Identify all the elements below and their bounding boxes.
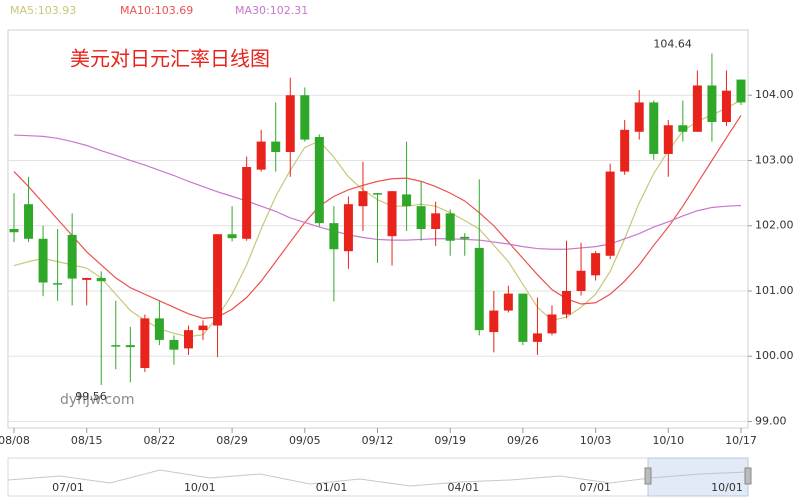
candle-body [416, 206, 426, 229]
candle-body [576, 270, 586, 291]
candle-body [489, 310, 499, 333]
ma-line [13, 115, 742, 319]
candle-body [445, 213, 455, 241]
navigator-label: 04/01 [448, 481, 480, 494]
candle-body [9, 229, 19, 233]
y-tick-label: 103.00 [755, 153, 794, 166]
candle-body [285, 95, 295, 153]
chart-title: 美元对日元汇率日线图 [70, 47, 270, 71]
x-tick-label: 10/17 [725, 434, 757, 447]
candle-body [736, 79, 746, 103]
y-tick-label: 102.00 [755, 219, 794, 232]
candle-body [53, 283, 63, 285]
x-tick-label: 09/26 [507, 434, 539, 447]
candle-body [518, 293, 528, 342]
candle-body [198, 325, 208, 331]
candle-body [503, 293, 513, 311]
candle-body [620, 129, 630, 172]
candle-body [678, 125, 688, 132]
x-tick-label: 09/19 [434, 434, 466, 447]
watermark: dyhjw.com [60, 392, 134, 408]
candle-body [402, 194, 412, 207]
candle-body [154, 318, 164, 340]
candle-body [605, 171, 615, 256]
candle-body [373, 193, 382, 195]
candle-body [227, 234, 237, 239]
candle-body [343, 204, 353, 252]
navigator-frame [7, 457, 749, 497]
x-tick-label: 10/03 [580, 434, 612, 447]
candle-body [169, 339, 179, 350]
navigator-handle[interactable] [644, 467, 652, 485]
candle-body [125, 345, 135, 348]
candle-body [67, 234, 77, 279]
x-tick-label: 10/10 [652, 434, 684, 447]
y-tick-label: 101.00 [755, 284, 794, 297]
candle-body [329, 223, 339, 250]
candle-body [256, 141, 266, 170]
candle-body [547, 314, 557, 334]
candles [9, 53, 746, 385]
candle-body [96, 277, 106, 282]
navigator-label: 01/01 [316, 481, 348, 494]
candle-body [721, 90, 731, 122]
candle-body [314, 137, 324, 224]
candle-body [387, 191, 397, 237]
x-tick-label: 09/05 [289, 434, 321, 447]
candle-body [300, 95, 310, 140]
candle-body [634, 102, 644, 132]
x-tick-label: 08/29 [216, 434, 248, 447]
candle-body [692, 85, 702, 132]
candle-body [591, 253, 601, 276]
x-tick-label: 08/15 [71, 434, 103, 447]
navigator-label: 07/01 [579, 481, 611, 494]
candle-body [213, 234, 223, 326]
candle-body [431, 213, 441, 229]
candle-body [707, 85, 717, 122]
candle-body [663, 125, 673, 154]
candle-body [271, 141, 281, 153]
candle-body [82, 277, 92, 280]
candle-body [532, 333, 542, 342]
navigator-line [7, 469, 749, 487]
legend-entry: MA10:103.69 [120, 4, 193, 17]
y-tick-label: 100.00 [755, 349, 794, 362]
candle-body [24, 204, 34, 239]
x-tick-label: 09/12 [362, 434, 394, 447]
candle-body [474, 247, 484, 331]
navigator [7, 457, 752, 497]
y-tick-label: 104.00 [755, 88, 794, 101]
navigator-handle[interactable] [744, 467, 752, 485]
navigator-label: 10/01 [184, 481, 216, 494]
candle-body [460, 236, 470, 239]
candle-body [242, 167, 252, 239]
min-label: 99.56 [75, 390, 107, 403]
candle-body [183, 330, 193, 349]
candle-body [562, 290, 572, 315]
max-label: 104.64 [653, 37, 692, 50]
candle-body [38, 238, 48, 283]
navigator-label: 07/01 [52, 481, 84, 494]
x-tick-label: 08/22 [144, 434, 176, 447]
candle-body [111, 345, 121, 347]
y-tick-label: 99.00 [755, 414, 787, 427]
candle-body [140, 318, 150, 368]
legend-entry: MA30:102.31 [235, 4, 308, 17]
navigator-label: 10/01 [711, 481, 743, 494]
x-tick-label: 08/08 [0, 434, 30, 447]
legend-entry: MA5:103.93 [10, 4, 76, 17]
candle-body [358, 191, 368, 207]
candle-body [649, 102, 659, 154]
